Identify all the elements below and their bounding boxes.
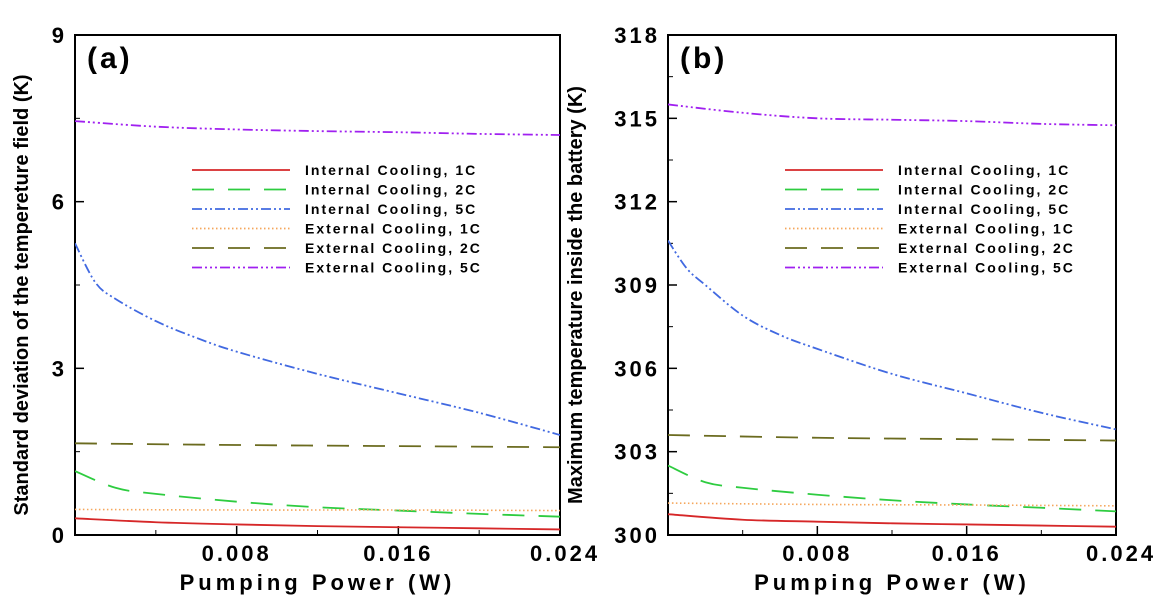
legend-entry: Internal Cooling, 1C bbox=[898, 162, 1070, 178]
legend-entry: Internal Cooling, 5C bbox=[305, 201, 477, 217]
y-tick-label: 303 bbox=[614, 440, 660, 465]
series-line bbox=[668, 103, 1116, 127]
series-line bbox=[75, 242, 560, 436]
series-line bbox=[75, 442, 560, 449]
y-tick-label: 312 bbox=[614, 190, 660, 215]
series-line bbox=[75, 470, 560, 518]
panel-label: (a) bbox=[87, 42, 133, 75]
y-tick-label: 300 bbox=[614, 523, 660, 548]
y-tick-label: 3 bbox=[52, 356, 67, 381]
series-line bbox=[668, 513, 1116, 528]
chart-panel-a: 0 3 6 9 0.008 0.016 0.024 Pumping Power (W) Stan… bbox=[11, 23, 600, 595]
plot-frame bbox=[667, 34, 1117, 536]
legend-entry: Internal Cooling, 2C bbox=[305, 182, 477, 198]
y-tick-label: 309 bbox=[614, 273, 660, 298]
y-axis-title: Maximum temperature inside the battery (… bbox=[565, 86, 587, 504]
series-line bbox=[75, 517, 560, 531]
y-tick-label: 315 bbox=[614, 106, 660, 131]
chart-panel-b: 300 303 306 309 312 315 318 0.008 0.016 0.024 Pump… bbox=[565, 23, 1156, 595]
legend-entry: Internal Cooling, 2C bbox=[898, 182, 1070, 198]
x-tick-label: 0.024 bbox=[1086, 541, 1156, 566]
legend-entry: Internal Cooling, 5C bbox=[898, 201, 1070, 217]
x-tick-label: 0.008 bbox=[202, 541, 272, 566]
panel-label: (b) bbox=[680, 42, 727, 75]
series-line bbox=[668, 464, 1116, 513]
legend-entry: External Cooling, 5C bbox=[305, 260, 482, 276]
series-line bbox=[75, 508, 560, 512]
y-axis-title: Standard deviation of the tempereture fi… bbox=[11, 74, 33, 515]
x-axis-title: Pumping Power (W) bbox=[754, 570, 1030, 595]
x-tick-label: 0.016 bbox=[363, 541, 433, 566]
series-line bbox=[75, 120, 560, 136]
legend-entry: External Cooling, 1C bbox=[898, 221, 1075, 237]
legend-entry: Internal Cooling, 1C bbox=[305, 162, 477, 178]
y-tick-label: 9 bbox=[52, 23, 67, 48]
x-axis-title: Pumping Power (W) bbox=[180, 570, 456, 595]
series-line bbox=[668, 434, 1116, 442]
legend-entry: External Cooling, 2C bbox=[898, 240, 1075, 256]
y-tick-label: 6 bbox=[52, 190, 67, 215]
y-tick-label: 306 bbox=[614, 356, 660, 381]
legend-entry: External Cooling, 2C bbox=[305, 240, 482, 256]
plot-frame bbox=[74, 34, 561, 536]
y-tick-label: 318 bbox=[614, 23, 660, 48]
x-tick-label: 0.008 bbox=[782, 541, 852, 566]
y-tick-label: 0 bbox=[52, 523, 67, 548]
legend-entry: External Cooling, 5C bbox=[898, 260, 1075, 276]
legend-entry: External Cooling, 1C bbox=[305, 221, 482, 237]
series-line bbox=[668, 240, 1116, 431]
series-line bbox=[668, 502, 1116, 507]
x-tick-label: 0.024 bbox=[530, 541, 600, 566]
x-tick-label: 0.016 bbox=[932, 541, 1002, 566]
